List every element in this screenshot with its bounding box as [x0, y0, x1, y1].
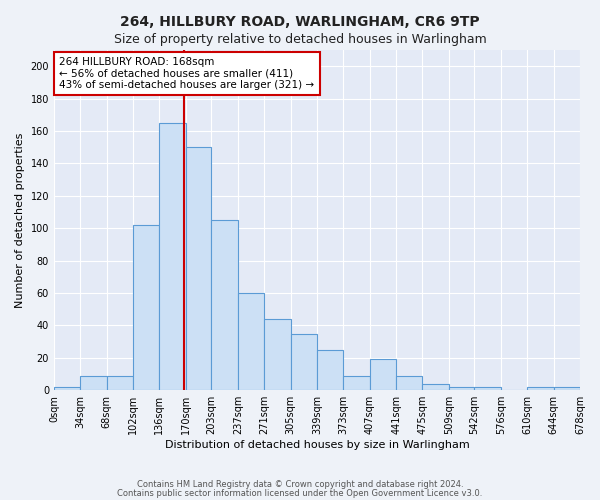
Text: Contains HM Land Registry data © Crown copyright and database right 2024.: Contains HM Land Registry data © Crown c… [137, 480, 463, 489]
Bar [449, 387, 475, 390]
Text: Contains public sector information licensed under the Open Government Licence v3: Contains public sector information licen… [118, 488, 482, 498]
Bar [290, 334, 317, 390]
Bar [422, 384, 449, 390]
Text: Size of property relative to detached houses in Warlingham: Size of property relative to detached ho… [113, 32, 487, 46]
Bar [160, 123, 186, 390]
Bar [133, 225, 160, 390]
Y-axis label: Number of detached properties: Number of detached properties [15, 132, 25, 308]
Bar [54, 387, 80, 390]
Bar [370, 360, 396, 390]
Bar [107, 376, 133, 390]
Bar [80, 376, 107, 390]
Text: 264 HILLBURY ROAD: 168sqm
← 56% of detached houses are smaller (411)
43% of semi: 264 HILLBURY ROAD: 168sqm ← 56% of detac… [59, 57, 314, 90]
Text: 264, HILLBURY ROAD, WARLINGHAM, CR6 9TP: 264, HILLBURY ROAD, WARLINGHAM, CR6 9TP [120, 15, 480, 29]
Bar [475, 387, 501, 390]
Bar [264, 319, 290, 390]
Bar [396, 376, 422, 390]
Bar [554, 387, 580, 390]
Bar [527, 387, 554, 390]
Bar [238, 293, 264, 390]
Bar [186, 147, 211, 390]
Bar [343, 376, 370, 390]
Bar [317, 350, 343, 390]
Bar [211, 220, 238, 390]
X-axis label: Distribution of detached houses by size in Warlingham: Distribution of detached houses by size … [164, 440, 469, 450]
